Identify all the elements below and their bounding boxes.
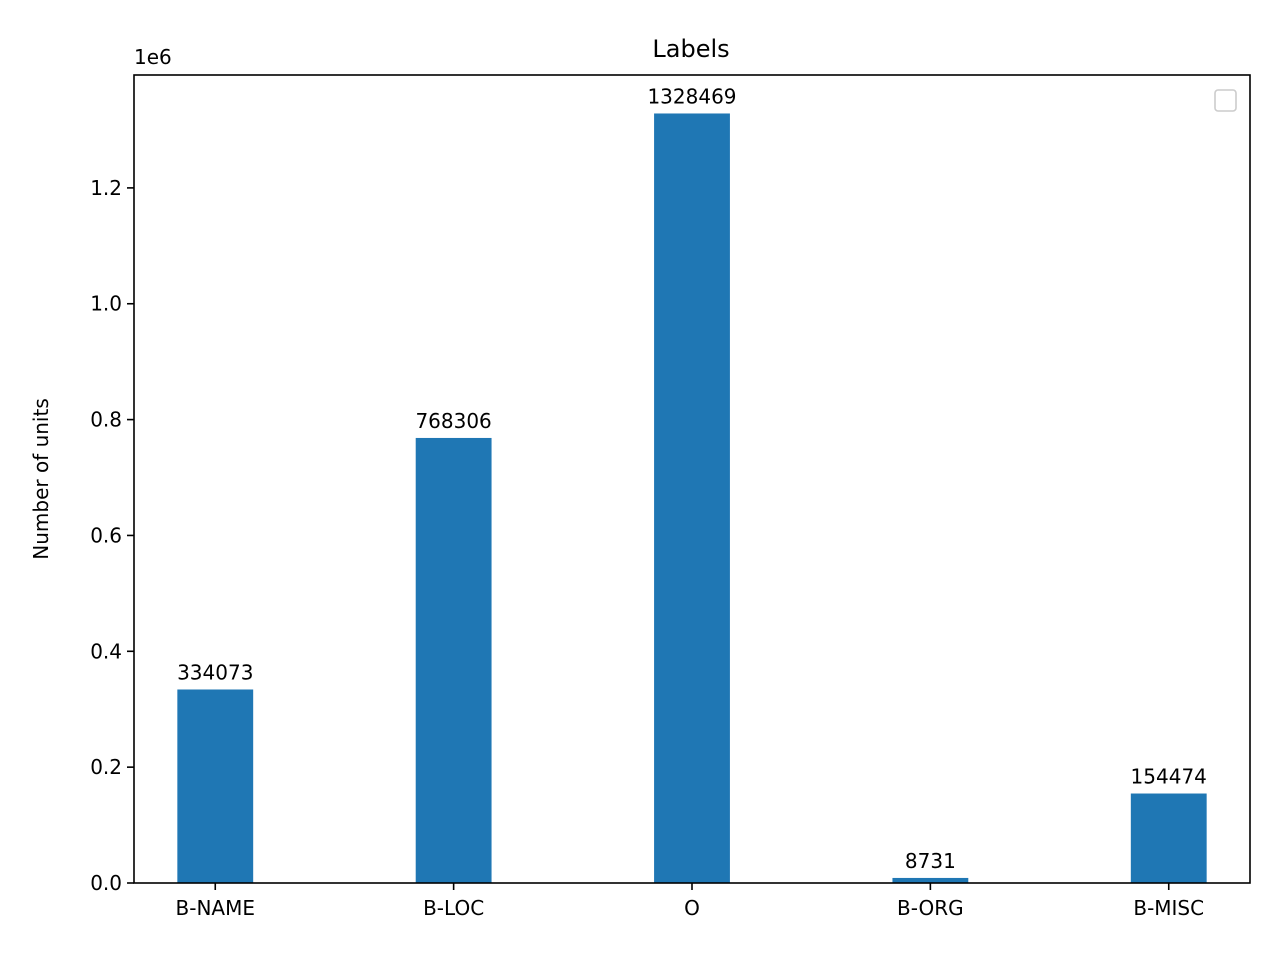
data-label-o: 1328469 xyxy=(647,84,736,108)
y-tick-label: 0.6 xyxy=(90,523,122,547)
bar-b-misc xyxy=(1130,793,1207,883)
x-tick-label-b-loc: B-LOC xyxy=(423,896,484,920)
bars-group xyxy=(177,113,1207,883)
plot-area-frame xyxy=(133,74,1251,884)
y-tick-label: 1.2 xyxy=(90,176,122,200)
bar-b-loc xyxy=(415,437,492,883)
bar-b-org xyxy=(892,877,969,883)
x-tick-label-b-org: B-ORG xyxy=(897,896,964,920)
chart-title: Labels xyxy=(652,35,729,63)
data-label-b-loc: 768306 xyxy=(415,409,491,433)
data-label-b-misc: 154474 xyxy=(1131,765,1207,789)
bar-b-name xyxy=(177,689,254,883)
y-axis-offset-text: 1e6 xyxy=(134,45,172,69)
x-tick-label-b-misc: B-MISC xyxy=(1133,896,1204,920)
legend-box xyxy=(1214,89,1237,112)
x-axis-ticks: B-NAME B-LOC O B-ORG B-MISC xyxy=(176,883,1204,920)
y-axis-ticks: 0.0 0.2 0.4 0.6 0.8 1.0 1.2 xyxy=(90,176,134,895)
y-tick-label: 0.0 xyxy=(90,871,122,895)
data-labels-group: 334073 768306 1328469 8731 154474 xyxy=(177,84,1207,872)
y-tick-label: 0.8 xyxy=(90,408,122,432)
x-tick-label-o: O xyxy=(684,896,700,920)
data-label-b-name: 334073 xyxy=(177,660,253,684)
y-tick-label: 1.0 xyxy=(90,292,122,316)
bar-o xyxy=(654,113,730,883)
x-tick-label-b-name: B-NAME xyxy=(176,896,255,920)
y-tick-label: 0.4 xyxy=(90,639,122,663)
data-label-b-org: 8731 xyxy=(905,849,956,873)
y-tick-label: 0.2 xyxy=(90,755,122,779)
y-axis-label: Number of units xyxy=(29,398,53,560)
